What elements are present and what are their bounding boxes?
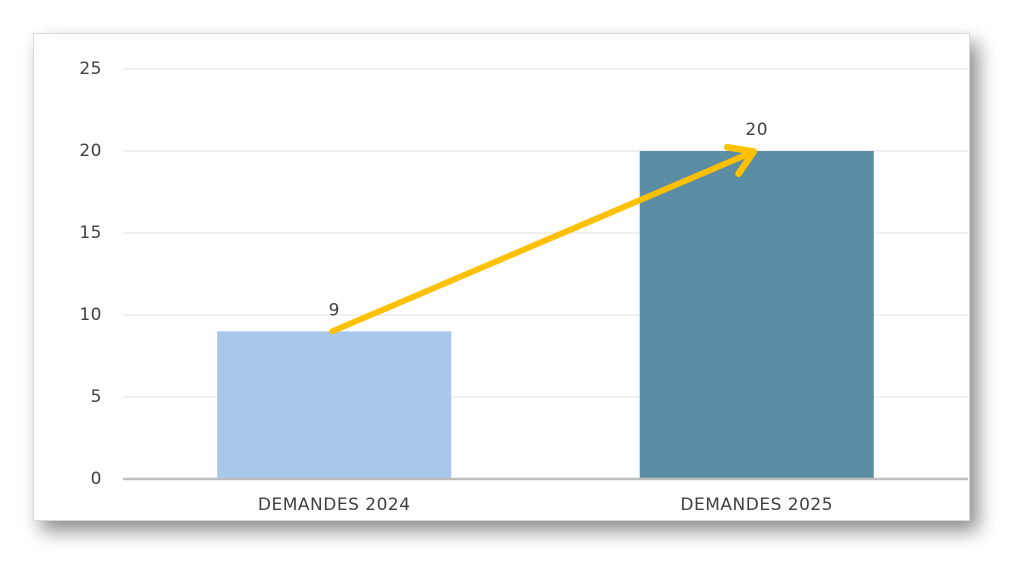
y-tick-label: 5 (91, 387, 102, 407)
bar (639, 151, 874, 479)
y-tick-label: 15 (79, 223, 102, 243)
y-tick-label: 20 (79, 141, 102, 161)
y-tick-label: 25 (79, 59, 102, 79)
x-tick-label: DEMANDES 2025 (680, 495, 833, 515)
value-label: 9 (329, 300, 340, 320)
trend-arrow (329, 143, 758, 335)
y-tick-label: 0 (91, 469, 102, 489)
x-tick-label: DEMANDES 2024 (258, 495, 411, 515)
value-label: 20 (745, 120, 768, 140)
y-tick-label: 10 (79, 305, 102, 325)
bar (217, 331, 452, 479)
